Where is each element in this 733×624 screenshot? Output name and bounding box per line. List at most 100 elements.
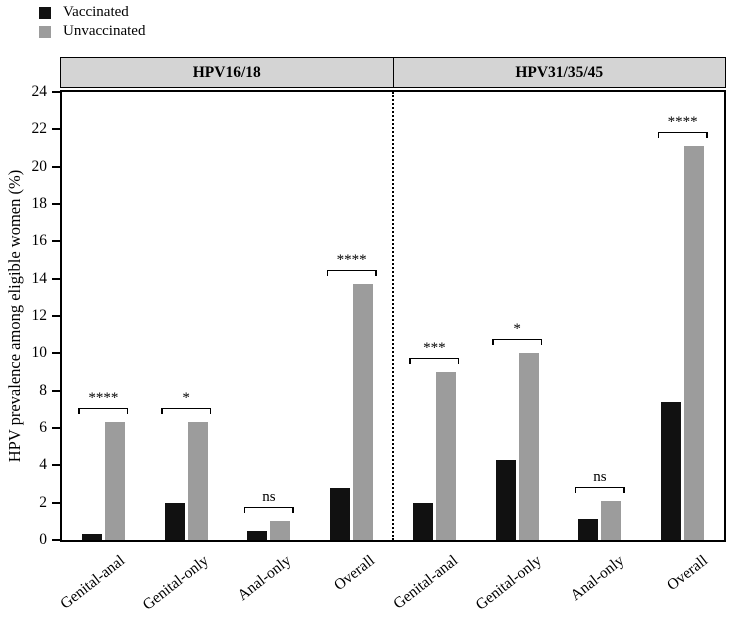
bar-vaccinated xyxy=(412,502,433,540)
y-tick-label: 10 xyxy=(31,344,48,362)
bar-groups: **** * ns **** *** * ns **** xyxy=(62,92,724,540)
x-tick: Genital-anal xyxy=(390,542,476,622)
y-tick-mark xyxy=(52,203,60,205)
significance-label: *** xyxy=(423,340,446,356)
panel-divider-dotted-line xyxy=(392,92,394,540)
bracket-line xyxy=(492,339,543,346)
bracket-line xyxy=(243,507,294,514)
bar-group: **** xyxy=(641,92,724,540)
vaccinated-swatch-icon xyxy=(39,6,51,19)
significance-label: **** xyxy=(336,252,367,269)
panel-headers: HPV16/18 HPV31/35/45 xyxy=(60,57,726,88)
bar-group: ns xyxy=(228,92,311,540)
significance-bracket: * xyxy=(161,390,212,415)
significance-label: * xyxy=(182,390,190,407)
x-tick-label: Genital-only xyxy=(139,552,212,614)
y-tick-mark xyxy=(52,352,60,355)
significance-label: ns xyxy=(593,468,607,485)
y-tick-mark xyxy=(52,427,60,429)
significance-bracket: **** xyxy=(78,390,129,415)
significance-bracket: * xyxy=(492,321,543,346)
bracket-line xyxy=(326,270,377,277)
y-tick-mark xyxy=(52,464,60,467)
y-tick-label: 4 xyxy=(39,456,47,474)
y-tick-mark xyxy=(52,539,60,541)
x-tick-label: Genital-anal xyxy=(390,552,462,613)
bar-vaccinated xyxy=(495,459,516,540)
bar-unvaccinated xyxy=(518,353,539,540)
y-tick-label: 14 xyxy=(31,269,48,287)
x-tick: Anal-only xyxy=(227,542,310,622)
legend-label: Vaccinated xyxy=(63,4,129,20)
bracket-line xyxy=(78,408,129,415)
bar-group: **** xyxy=(62,92,145,540)
bracket-line xyxy=(657,132,708,139)
y-tick-label: 22 xyxy=(31,120,48,138)
bar-group: **** xyxy=(310,92,393,540)
y-tick-label: 2 xyxy=(39,493,47,511)
y-tick-label: 12 xyxy=(31,307,48,324)
legend-item-vaccinated: Vaccinated xyxy=(39,3,145,22)
x-tick: Overall xyxy=(643,542,726,622)
x-tick-label: Overall xyxy=(330,552,378,595)
x-tick-label: Anal-only xyxy=(567,552,628,605)
significance-label: ns xyxy=(262,489,276,506)
unvaccinated-swatch-icon xyxy=(39,25,51,38)
significance-label: * xyxy=(513,321,521,338)
y-tick-mark xyxy=(52,91,60,93)
bar-vaccinated xyxy=(81,534,102,540)
x-tick-label: Anal-only xyxy=(234,552,295,605)
y-tick-mark xyxy=(52,389,60,392)
panel-header-hpv31-35-45: HPV31/35/45 xyxy=(392,58,726,87)
y-tick-label: 8 xyxy=(39,381,47,399)
y-axis: 0 2 4 6 8 10 12 14 16 18 20 22 24 xyxy=(0,83,60,548)
y-tick-label: 20 xyxy=(31,157,48,175)
x-tick: Genital-only xyxy=(472,542,559,622)
bar-group: ns xyxy=(559,92,642,540)
plot-area: **** * ns **** *** * ns **** xyxy=(60,90,726,542)
panel-header-hpv16-18: HPV16/18 xyxy=(192,63,261,81)
y-tick-label: 24 xyxy=(31,83,48,100)
bar-unvaccinated xyxy=(684,146,705,540)
bar-unvaccinated xyxy=(435,372,456,540)
y-tick-mark xyxy=(52,277,60,280)
bracket-line xyxy=(409,358,460,364)
x-tick: Genital-anal xyxy=(57,542,143,622)
x-axis-labels: Genital-anal Genital-only Anal-only Overall… xyxy=(57,542,726,622)
bar-unvaccinated xyxy=(104,422,125,540)
significance-label: **** xyxy=(88,390,119,407)
x-tick-label: Overall xyxy=(663,552,711,595)
significance-bracket: **** xyxy=(657,114,708,139)
bar-group: *** xyxy=(393,92,476,540)
bar-vaccinated xyxy=(330,487,351,540)
significance-label: **** xyxy=(667,114,698,131)
bar-unvaccinated xyxy=(601,500,622,540)
significance-bracket: ns xyxy=(243,489,294,514)
x-tick-label: Genital-only xyxy=(472,552,545,614)
bracket-line xyxy=(161,408,212,415)
bar-group: * xyxy=(476,92,559,540)
legend-item-unvaccinated: Unvaccinated xyxy=(39,22,145,41)
bar-vaccinated xyxy=(164,502,185,540)
x-tick: Genital-only xyxy=(139,542,226,622)
y-tick-label: 18 xyxy=(31,195,48,212)
x-tick: Anal-only xyxy=(560,542,643,622)
x-tick: Overall xyxy=(310,542,393,622)
legend: Vaccinated Unvaccinated xyxy=(39,3,145,41)
bar-vaccinated xyxy=(247,530,268,540)
y-tick-mark xyxy=(52,128,60,131)
y-tick-label: 6 xyxy=(39,419,47,436)
significance-bracket: ns xyxy=(574,468,625,493)
legend-label: Unvaccinated xyxy=(63,23,146,39)
bar-group: * xyxy=(145,92,228,540)
y-tick-mark xyxy=(52,240,60,243)
bar-unvaccinated xyxy=(353,284,374,540)
bracket-line xyxy=(574,486,625,493)
y-tick-mark xyxy=(52,165,60,168)
y-tick-label: 16 xyxy=(31,232,48,250)
bar-unvaccinated xyxy=(187,422,208,540)
y-tick-mark xyxy=(52,501,60,504)
y-tick-mark xyxy=(52,315,60,317)
bar-unvaccinated xyxy=(270,521,291,540)
